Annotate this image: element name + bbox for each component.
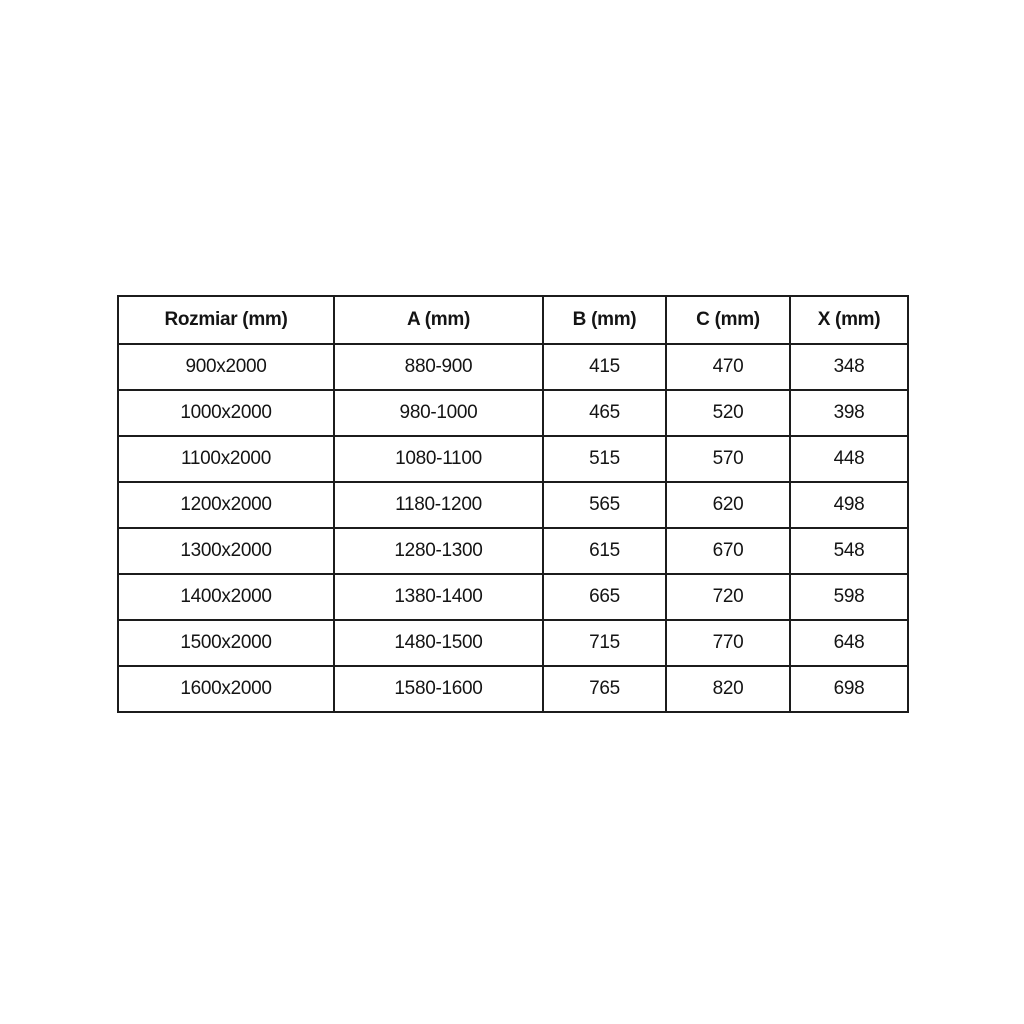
table-body: 900x2000 880-900 415 470 348 1000x2000 980-100… bbox=[117, 343, 909, 713]
table-cell: 1500x2000 bbox=[117, 619, 335, 667]
table-cell: 398 bbox=[789, 389, 909, 437]
table-cell: 1200x2000 bbox=[117, 481, 335, 529]
table-row: 1500x2000 1480-1500 715 770 648 bbox=[117, 619, 909, 667]
table-cell: 1180-1200 bbox=[333, 481, 544, 529]
table-row: 1600x2000 1580-1600 765 820 698 bbox=[117, 665, 909, 713]
table-cell: 980-1000 bbox=[333, 389, 544, 437]
table-cell: 900x2000 bbox=[117, 343, 335, 391]
table-cell: 470 bbox=[665, 343, 791, 391]
size-table-container: Rozmiar (mm) A (mm) B (mm) C (mm) X (mm) 900… bbox=[117, 295, 909, 713]
table-cell: 598 bbox=[789, 573, 909, 621]
table-cell: 615 bbox=[542, 527, 667, 575]
column-header: B (mm) bbox=[542, 295, 667, 345]
table-cell: 498 bbox=[789, 481, 909, 529]
header-row: Rozmiar (mm) A (mm) B (mm) C (mm) X (mm) bbox=[117, 295, 909, 345]
table-cell: 448 bbox=[789, 435, 909, 483]
table-row: 1100x2000 1080-1100 515 570 448 bbox=[117, 435, 909, 483]
table-row: 900x2000 880-900 415 470 348 bbox=[117, 343, 909, 391]
table-cell: 348 bbox=[789, 343, 909, 391]
table-cell: 820 bbox=[665, 665, 791, 713]
table-cell: 1080-1100 bbox=[333, 435, 544, 483]
table-cell: 515 bbox=[542, 435, 667, 483]
table-header: Rozmiar (mm) A (mm) B (mm) C (mm) X (mm) bbox=[117, 295, 909, 345]
table-row: 1000x2000 980-1000 465 520 398 bbox=[117, 389, 909, 437]
table-cell: 520 bbox=[665, 389, 791, 437]
table-cell: 620 bbox=[665, 481, 791, 529]
table-cell: 1300x2000 bbox=[117, 527, 335, 575]
column-header: X (mm) bbox=[789, 295, 909, 345]
table-cell: 1100x2000 bbox=[117, 435, 335, 483]
table-row: 1300x2000 1280-1300 615 670 548 bbox=[117, 527, 909, 575]
table-row: 1200x2000 1180-1200 565 620 498 bbox=[117, 481, 909, 529]
table-cell: 1580-1600 bbox=[333, 665, 544, 713]
table-cell: 1600x2000 bbox=[117, 665, 335, 713]
table-cell: 715 bbox=[542, 619, 667, 667]
column-header: A (mm) bbox=[333, 295, 544, 345]
table-cell: 648 bbox=[789, 619, 909, 667]
column-header: Rozmiar (mm) bbox=[117, 295, 335, 345]
size-table: Rozmiar (mm) A (mm) B (mm) C (mm) X (mm) 900… bbox=[117, 295, 909, 713]
table-cell: 765 bbox=[542, 665, 667, 713]
table-cell: 1480-1500 bbox=[333, 619, 544, 667]
table-cell: 720 bbox=[665, 573, 791, 621]
table-cell: 880-900 bbox=[333, 343, 544, 391]
column-header: C (mm) bbox=[665, 295, 791, 345]
table-cell: 1400x2000 bbox=[117, 573, 335, 621]
table-cell: 698 bbox=[789, 665, 909, 713]
table-cell: 665 bbox=[542, 573, 667, 621]
table-cell: 570 bbox=[665, 435, 791, 483]
table-cell: 565 bbox=[542, 481, 667, 529]
table-cell: 770 bbox=[665, 619, 791, 667]
table-row: 1400x2000 1380-1400 665 720 598 bbox=[117, 573, 909, 621]
table-cell: 465 bbox=[542, 389, 667, 437]
table-cell: 548 bbox=[789, 527, 909, 575]
table-cell: 1000x2000 bbox=[117, 389, 335, 437]
table-cell: 415 bbox=[542, 343, 667, 391]
table-cell: 1280-1300 bbox=[333, 527, 544, 575]
table-cell: 670 bbox=[665, 527, 791, 575]
table-cell: 1380-1400 bbox=[333, 573, 544, 621]
